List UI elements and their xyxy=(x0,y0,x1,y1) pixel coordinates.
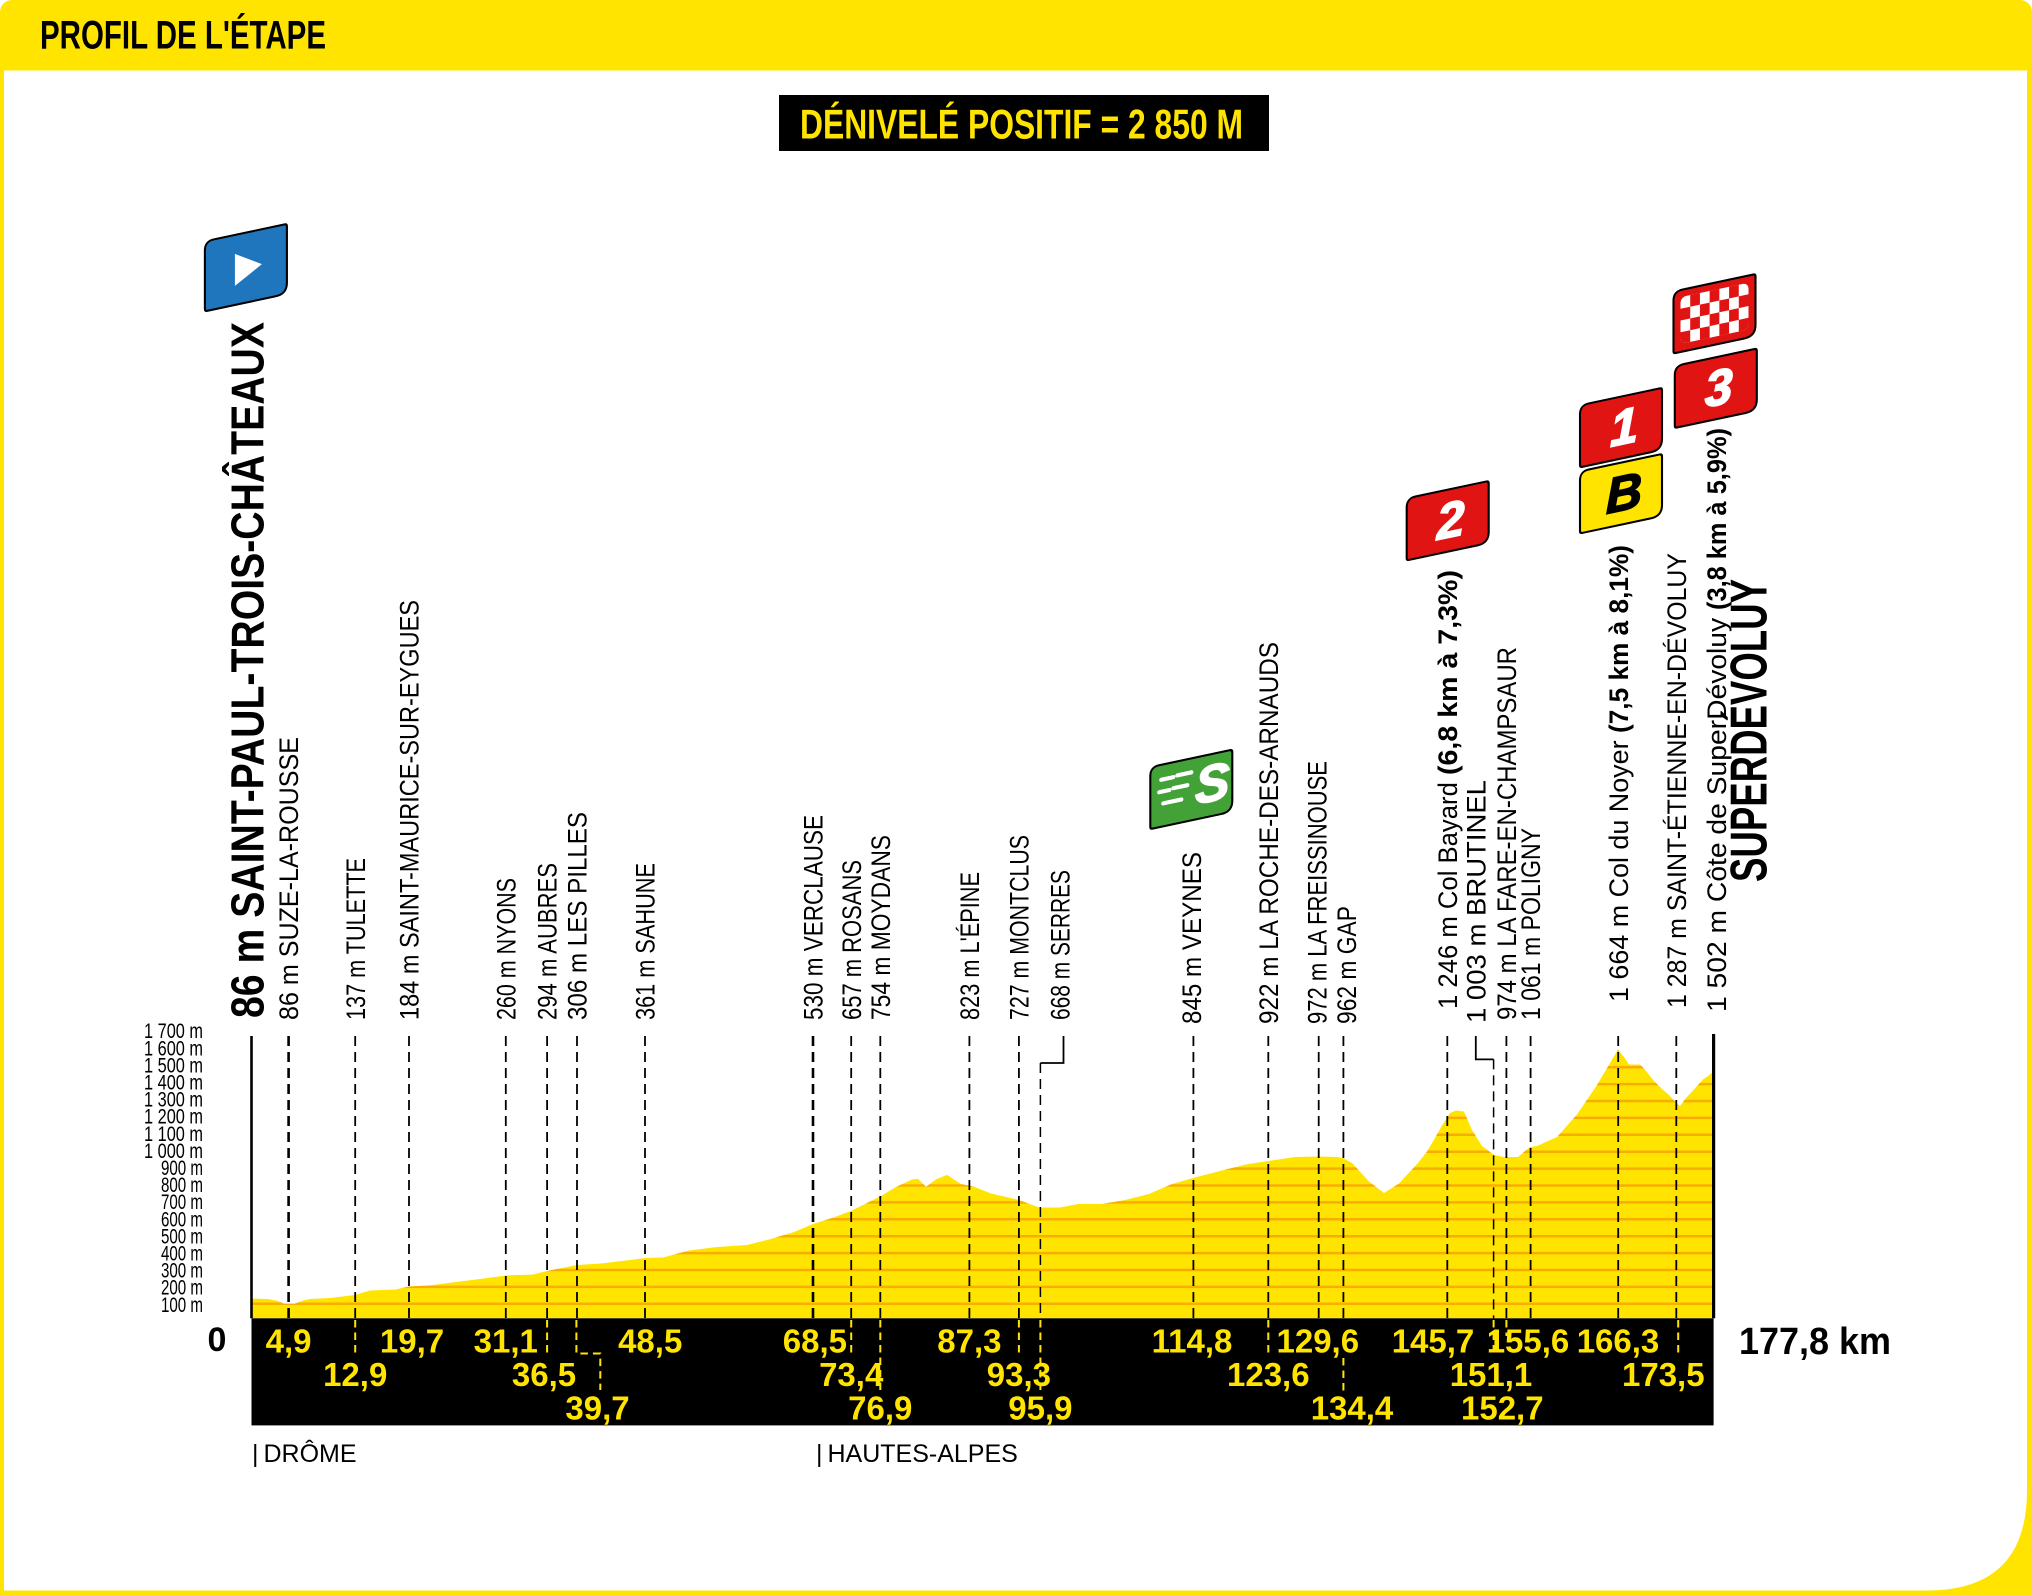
svg-text:DÉNIVELÉ POSITIF = 2 850 M: DÉNIVELÉ POSITIF = 2 850 M xyxy=(800,101,1243,148)
svg-text:177,8 km: 177,8 km xyxy=(1739,1321,1891,1363)
svg-text:36,5: 36,5 xyxy=(512,1356,576,1393)
svg-text:294 m AUBRES: 294 m AUBRES xyxy=(533,863,563,1020)
svg-text:86 m SUZE-LA-ROUSSE: 86 m SUZE-LA-ROUSSE xyxy=(274,737,304,1020)
svg-text:500 m: 500 m xyxy=(161,1224,203,1248)
svg-text:48,5: 48,5 xyxy=(618,1323,682,1360)
svg-text:1 200 m: 1 200 m xyxy=(144,1105,203,1129)
svg-text:129,6: 129,6 xyxy=(1277,1323,1360,1360)
svg-text:1 600 m: 1 600 m xyxy=(144,1036,203,1060)
svg-text:76,9: 76,9 xyxy=(848,1390,912,1427)
svg-text:152,7: 152,7 xyxy=(1461,1390,1544,1427)
svg-text:0: 0 xyxy=(208,1321,227,1359)
svg-text:123,6: 123,6 xyxy=(1227,1356,1310,1393)
svg-text:657 m ROSANS: 657 m ROSANS xyxy=(837,860,867,1020)
svg-text:1 300 m: 1 300 m xyxy=(144,1088,203,1112)
svg-text:3: 3 xyxy=(1705,356,1733,418)
svg-text:19,7: 19,7 xyxy=(380,1323,444,1360)
svg-text:12,9: 12,9 xyxy=(323,1356,387,1393)
svg-text:68,5: 68,5 xyxy=(783,1323,847,1360)
svg-text:1 700 m: 1 700 m xyxy=(144,1019,203,1043)
svg-text:922 m LA ROCHE-DES-ARNAUDS: 922 m LA ROCHE-DES-ARNAUDS xyxy=(1254,642,1284,1024)
svg-text:400 m: 400 m xyxy=(161,1242,203,1266)
svg-text:1 400 m: 1 400 m xyxy=(144,1071,203,1095)
svg-text:73,4: 73,4 xyxy=(819,1356,884,1393)
svg-text:200 m: 200 m xyxy=(161,1276,203,1300)
svg-text:87,3: 87,3 xyxy=(937,1323,1001,1360)
svg-text:1 502 m Côte de SuperDévoluy (: 1 502 m Côte de SuperDévoluy (3,8 km à 5… xyxy=(1702,428,1732,1012)
svg-text:1: 1 xyxy=(1610,396,1638,458)
svg-text:| HAUTES-ALPES: | HAUTES-ALPES xyxy=(816,1440,1018,1468)
svg-text:100 m: 100 m xyxy=(161,1293,203,1317)
svg-text:754 m MOYDANS: 754 m MOYDANS xyxy=(866,835,896,1020)
svg-text:166,3: 166,3 xyxy=(1577,1323,1660,1360)
svg-text:974 m LA FARE-EN-CHAMPSAUR: 974 m LA FARE-EN-CHAMPSAUR xyxy=(1492,647,1522,1020)
svg-text:600 m: 600 m xyxy=(161,1207,203,1231)
svg-text:361 m SAHUNE: 361 m SAHUNE xyxy=(631,863,661,1020)
svg-text:727 m MONTCLUS: 727 m MONTCLUS xyxy=(1005,835,1035,1020)
svg-text:173,5: 173,5 xyxy=(1622,1356,1705,1393)
svg-text:1 100 m: 1 100 m xyxy=(144,1122,203,1146)
svg-text:| DRÔME: | DRÔME xyxy=(252,1439,357,1468)
svg-text:114,8: 114,8 xyxy=(1152,1323,1233,1360)
svg-text:972 m LA FREISSINOUSE: 972 m LA FREISSINOUSE xyxy=(1302,761,1332,1024)
svg-text:530 m VERCLAUSE: 530 m VERCLAUSE xyxy=(799,815,829,1020)
svg-text:306 m LES PILLES: 306 m LES PILLES xyxy=(563,812,593,1020)
svg-text:PROFIL DE L'ÉTAPE: PROFIL DE L'ÉTAPE xyxy=(40,13,326,58)
svg-text:1 000 m: 1 000 m xyxy=(144,1139,203,1163)
svg-text:300 m: 300 m xyxy=(161,1259,203,1283)
svg-text:900 m: 900 m xyxy=(161,1156,203,1180)
svg-text:31,1: 31,1 xyxy=(474,1323,538,1360)
svg-text:668 m SERRES: 668 m SERRES xyxy=(1046,870,1076,1020)
svg-text:260 m NYONS: 260 m NYONS xyxy=(491,878,521,1020)
svg-text:800 m: 800 m xyxy=(161,1173,203,1197)
svg-text:151,1: 151,1 xyxy=(1450,1356,1533,1393)
svg-text:134,4: 134,4 xyxy=(1311,1390,1394,1427)
svg-text:137 m TULETTE: 137 m TULETTE xyxy=(341,858,371,1020)
svg-text:145,7: 145,7 xyxy=(1392,1323,1475,1360)
svg-text:1 061 m POLIGNY: 1 061 m POLIGNY xyxy=(1516,828,1546,1020)
svg-text:1 500 m: 1 500 m xyxy=(144,1053,203,1077)
svg-text:86 m SAINT-PAUL-TROIS-CHÂTEAUX: 86 m SAINT-PAUL-TROIS-CHÂTEAUX xyxy=(221,322,273,1018)
svg-text:700 m: 700 m xyxy=(161,1190,203,1214)
svg-text:95,9: 95,9 xyxy=(1008,1390,1072,1427)
svg-text:1 003 m BRUTINEL: 1 003 m BRUTINEL xyxy=(1461,780,1491,1023)
svg-text:1 246 m Col Bayard (6,8 km à 7: 1 246 m Col Bayard (6,8 km à 7,3%) xyxy=(1433,570,1463,1009)
svg-text:184 m SAINT-MAURICE-SUR-EYGUES: 184 m SAINT-MAURICE-SUR-EYGUES xyxy=(395,600,425,1020)
svg-text:SUPERDÉVOLUY: SUPERDÉVOLUY xyxy=(1720,579,1778,882)
svg-text:B: B xyxy=(1606,461,1642,525)
svg-text:1 664 m Col du Noyer (7,5 km à: 1 664 m Col du Noyer (7,5 km à 8,1%) xyxy=(1604,545,1634,1002)
svg-text:4,9: 4,9 xyxy=(266,1323,312,1360)
svg-text:S: S xyxy=(1195,751,1230,817)
svg-text:962 m GAP: 962 m GAP xyxy=(1332,906,1362,1024)
svg-text:845 m VEYNES: 845 m VEYNES xyxy=(1177,852,1207,1024)
svg-text:2: 2 xyxy=(1436,489,1465,551)
svg-text:1 287 m SAINT-ÉTIENNE-EN-DÉVOL: 1 287 m SAINT-ÉTIENNE-EN-DÉVOLUY xyxy=(1662,553,1692,1008)
svg-text:823 m L'ÉPINE: 823 m L'ÉPINE xyxy=(955,872,985,1020)
svg-text:39,7: 39,7 xyxy=(565,1390,629,1427)
svg-text:155,6: 155,6 xyxy=(1487,1323,1570,1360)
